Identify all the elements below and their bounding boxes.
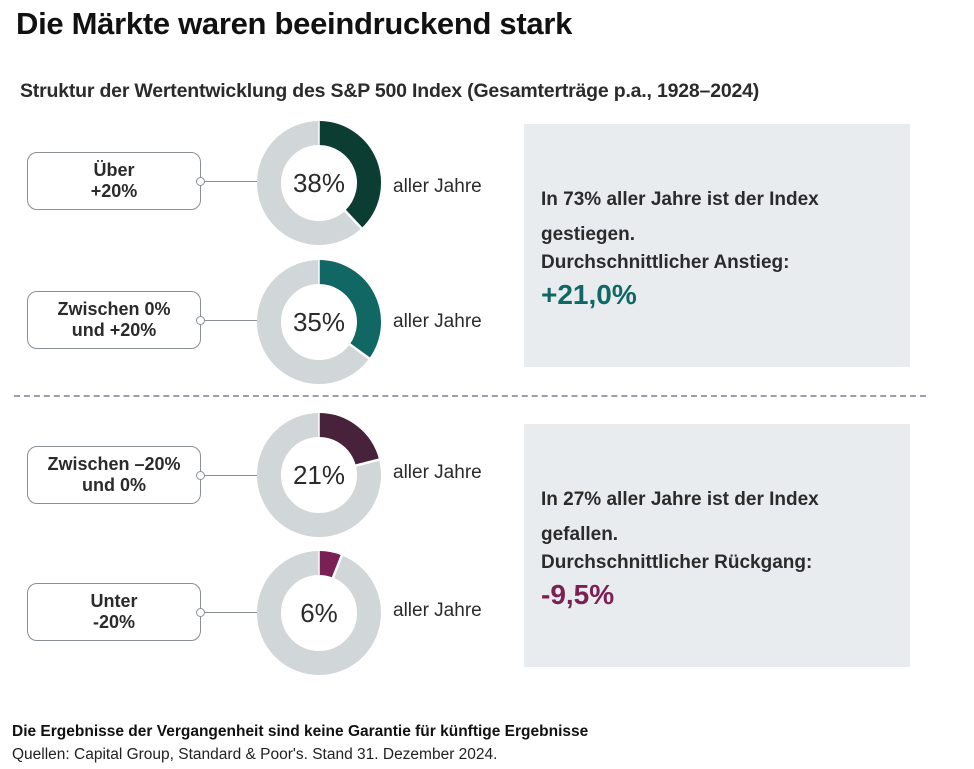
sources-note: Quellen: Capital Group, Standard & Poor'… — [12, 746, 498, 763]
category-label-line: und +20% — [71, 320, 157, 340]
info-box-fall: In 27% aller Jahre ist der Index gefalle… — [524, 424, 910, 667]
category-label-line: und 0% — [81, 475, 146, 495]
page-title: Die Märkte waren beeindruckend stark — [16, 6, 573, 41]
category-row-under-minus-20: Unter -20% 6% aller Jahre — [0, 548, 520, 678]
donut-segment — [318, 551, 342, 578]
donut-chart: 38% — [257, 120, 381, 245]
donut-caption: aller Jahre — [393, 600, 482, 621]
category-label-line: Über — [93, 160, 135, 180]
chart-subtitle: Struktur der Wertentwicklung des S&P 500… — [20, 80, 760, 102]
category-label-line: +20% — [90, 181, 138, 201]
category-label-box: Unter -20% — [27, 583, 201, 641]
donut-segment — [318, 121, 381, 229]
info-box-text: In 73% aller Jahre ist der Index gestieg… — [541, 189, 819, 245]
donut-caption: aller Jahre — [393, 176, 482, 197]
connector-dot — [196, 316, 205, 325]
connector-line — [201, 612, 257, 613]
donut-chart: 35% — [257, 259, 381, 384]
info-box-label: Durchschnittlicher Rückgang: — [541, 552, 813, 573]
donut-segment-separator — [343, 209, 364, 230]
donut-caption: aller Jahre — [393, 462, 482, 483]
info-box-value: +21,0% — [541, 279, 637, 310]
category-row-minus-20-to-0: Zwischen –20% und 0% 21% aller Jahre — [0, 410, 520, 540]
category-label-line: Zwischen –20% — [47, 454, 181, 474]
donut-percent-label: 6% — [300, 598, 338, 628]
connector-line — [201, 475, 257, 476]
section-divider — [14, 395, 926, 397]
connector-dot — [196, 608, 205, 617]
donut-segment-separator — [354, 458, 381, 468]
category-label-line: Zwischen 0% — [57, 299, 171, 319]
category-label-box: Über +20% — [27, 152, 201, 210]
category-row-0-to-20: Zwischen 0% und +20% 35% aller Jahre — [0, 257, 520, 387]
donut-segment-separator — [331, 553, 344, 580]
donut-caption: aller Jahre — [393, 311, 482, 332]
donut-chart: 6% — [257, 550, 381, 675]
donut-segment — [318, 413, 380, 467]
info-box-label: Durchschnittlicher Anstieg: — [541, 252, 790, 273]
info-box-text: In 27% aller Jahre ist der Index gefalle… — [541, 489, 819, 545]
connector-dot — [196, 177, 205, 186]
donut-percent-label: 21% — [293, 460, 345, 490]
donut-segment-separator — [348, 342, 371, 361]
category-row-over-20: Über +20% 38% aller Jahre — [0, 118, 520, 248]
category-label-line: Unter — [90, 591, 138, 611]
connector-dot — [196, 471, 205, 480]
disclaimer: Die Ergebnisse der Vergangenheit sind ke… — [12, 723, 589, 740]
info-box-value: -9,5% — [541, 579, 615, 610]
connector-line — [201, 320, 257, 321]
donut-percent-label: 38% — [293, 168, 345, 198]
connector-line — [201, 181, 257, 182]
donut-percent-label: 35% — [293, 307, 345, 337]
donut-segment — [318, 260, 381, 359]
category-label-box: Zwischen –20% und 0% — [27, 446, 201, 504]
category-label-line: -20% — [92, 612, 136, 632]
donut-chart: 21% — [257, 412, 381, 537]
info-box-rise: In 73% aller Jahre ist der Index gestieg… — [524, 124, 910, 367]
category-label-box: Zwischen 0% und +20% — [27, 291, 201, 349]
